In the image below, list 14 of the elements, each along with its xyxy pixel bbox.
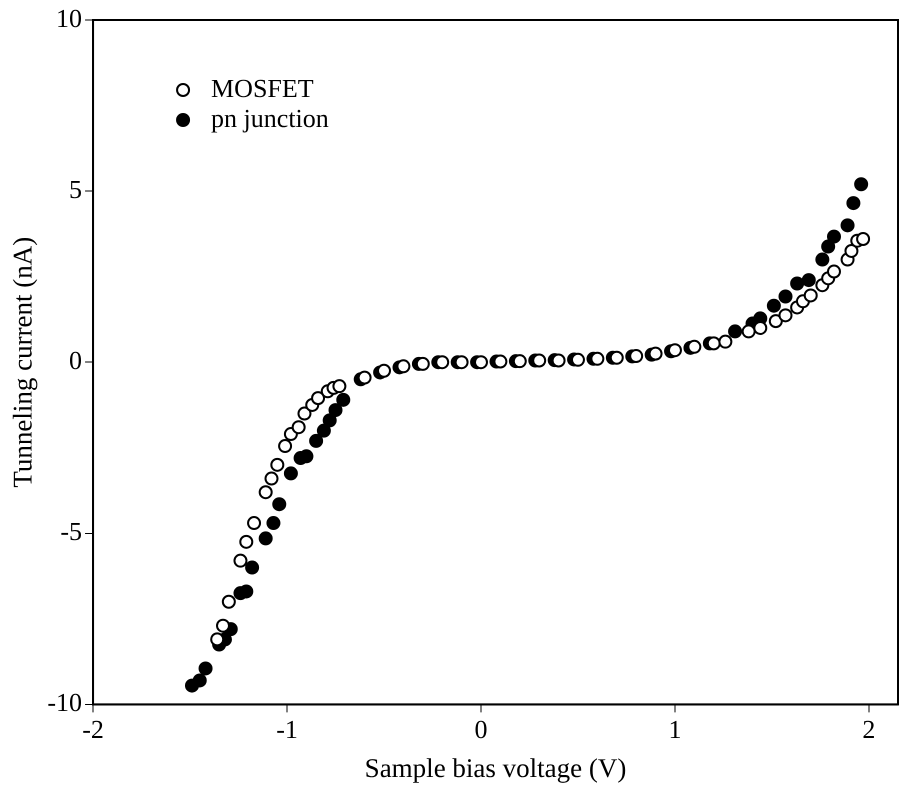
x-tick-label: 2 — [862, 714, 876, 744]
legend-label: MOSFET — [211, 74, 314, 103]
x-axis-title: Sample bias voltage (V) — [364, 752, 626, 783]
x-tick-label: -1 — [276, 714, 298, 744]
y-tick-label: 0 — [69, 346, 82, 376]
x-tick-label: -2 — [82, 714, 104, 744]
y-axis-title: Tunneling current (nA) — [7, 236, 38, 488]
x-tick-label: 1 — [668, 714, 682, 744]
legend-label: pn junction — [211, 104, 329, 133]
y-tick-label: 10 — [56, 4, 82, 33]
x-tick-label: 0 — [474, 714, 488, 744]
y-tick-label: -5 — [60, 517, 82, 546]
y-tick-label: 5 — [69, 174, 82, 204]
y-tick-label: -10 — [47, 688, 82, 718]
